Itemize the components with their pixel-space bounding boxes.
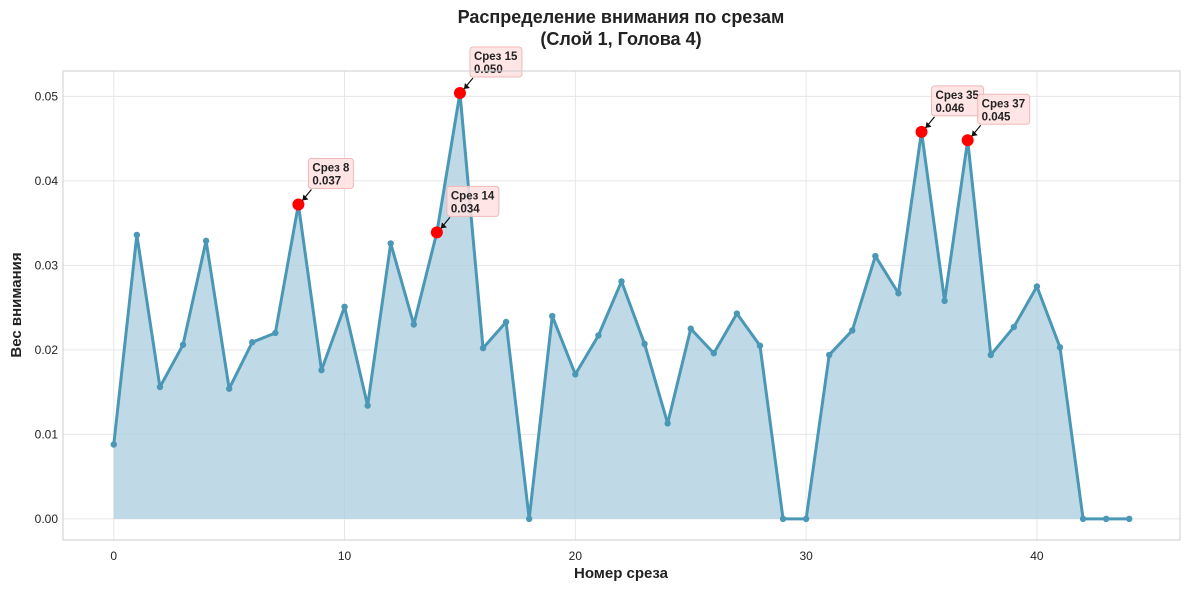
- x-axis-label: Номер среза: [574, 565, 669, 582]
- chart-title-line1: Распределение внимания по срезам: [458, 7, 785, 27]
- data-point: [1102, 515, 1110, 523]
- data-point: [364, 402, 371, 409]
- annotation: Срез 350.046: [925, 85, 985, 129]
- chart-title-line2: (Слой 1, Голова 4): [540, 29, 701, 49]
- highlight-layer: [292, 86, 974, 239]
- highlight-point: [915, 125, 928, 138]
- data-point: [1010, 323, 1018, 331]
- annotation-arrowhead: [925, 121, 932, 128]
- data-point: [110, 441, 117, 448]
- annotation-arrowhead: [971, 130, 978, 137]
- annotation-value: 0.034: [451, 203, 480, 215]
- data-point: [156, 383, 164, 391]
- x-tick-label: 20: [569, 549, 583, 563]
- data-point: [249, 339, 256, 346]
- annotation-label: Срез 8: [312, 163, 350, 175]
- data-point: [872, 252, 879, 260]
- x-tick-label: 40: [1030, 549, 1044, 563]
- highlight-point: [453, 86, 466, 99]
- y-tick-label: 0.00: [35, 512, 59, 526]
- highlight-point: [292, 198, 305, 211]
- y-tick-label: 0.02: [35, 343, 59, 357]
- annotation-value: 0.050: [474, 64, 503, 76]
- data-point: [618, 278, 625, 285]
- y-tick-label: 0.01: [35, 427, 59, 441]
- area-fill: [113, 92, 1130, 519]
- x-tick-label: 0: [110, 549, 117, 563]
- annotation-value: 0.037: [312, 176, 341, 188]
- data-point: [179, 341, 187, 348]
- data-point: [826, 351, 833, 359]
- area-fill-layer: [113, 92, 1130, 519]
- data-point: [987, 351, 994, 359]
- data-point: [133, 231, 141, 239]
- annotation-box: [977, 93, 1031, 125]
- data-point: [1126, 515, 1133, 523]
- data-point: [641, 340, 648, 348]
- data-point: [756, 342, 764, 349]
- annotation-box: [469, 46, 523, 78]
- data-point: [595, 332, 602, 339]
- y-tick-label: 0.04: [35, 174, 59, 188]
- highlight-point: [430, 226, 443, 239]
- x-tick-label: 30: [799, 549, 813, 563]
- annotation-box: [446, 185, 500, 217]
- data-point: [225, 385, 233, 392]
- data-point: [318, 366, 325, 374]
- data-point: [733, 310, 741, 317]
- annotation: Срез 370.045: [971, 93, 1031, 137]
- data-point: [502, 318, 510, 326]
- data-point: [1079, 515, 1087, 523]
- x-tick-label: 10: [338, 549, 352, 563]
- data-point: [687, 325, 694, 332]
- data-point: [895, 290, 902, 297]
- annotation-label: Срез 37: [982, 98, 1025, 110]
- annotation-box: [307, 158, 354, 190]
- data-point: [849, 327, 856, 334]
- annotation-arrowhead: [463, 82, 470, 89]
- y-tick-labels: 0.00 0.01 0.02 0.03 0.04 0.05: [35, 89, 59, 526]
- annotation-label: Срез 35: [936, 90, 980, 102]
- annotation: Срез 140.034: [440, 185, 500, 229]
- annotation-label: Срез 15: [474, 51, 518, 63]
- data-point: [1033, 283, 1041, 290]
- annotation-label: Срез 14: [451, 190, 495, 202]
- data-point: [410, 321, 417, 328]
- y-tick-label: 0.03: [35, 258, 59, 272]
- data-point: [341, 303, 348, 310]
- y-axis-label: Вес внимания: [8, 252, 25, 357]
- data-point: [272, 329, 279, 337]
- data-point: [802, 515, 810, 523]
- annotation-arrowhead: [440, 222, 447, 229]
- annotation-value: 0.045: [982, 111, 1011, 123]
- data-point: [387, 240, 394, 247]
- data-point: [525, 515, 533, 523]
- data-point: [1056, 344, 1064, 351]
- data-point: [479, 344, 487, 352]
- data-point: [779, 515, 787, 523]
- y-tick-label: 0.05: [35, 89, 59, 103]
- annotation-value: 0.046: [936, 103, 965, 115]
- data-point: [202, 237, 210, 245]
- x-tick-labels: 0 10 20 30 40: [110, 549, 1043, 563]
- data-point: [572, 371, 579, 378]
- annotation-arrowhead: [302, 194, 309, 201]
- highlight-point: [961, 134, 974, 147]
- annotation: Срез 80.037: [301, 158, 354, 201]
- plot-frame: [62, 70, 1181, 541]
- annotation: Срез 150.050: [463, 46, 523, 90]
- data-point: [664, 420, 671, 427]
- data-point: [549, 312, 556, 320]
- data-point: [941, 297, 948, 305]
- data-point: [710, 350, 718, 357]
